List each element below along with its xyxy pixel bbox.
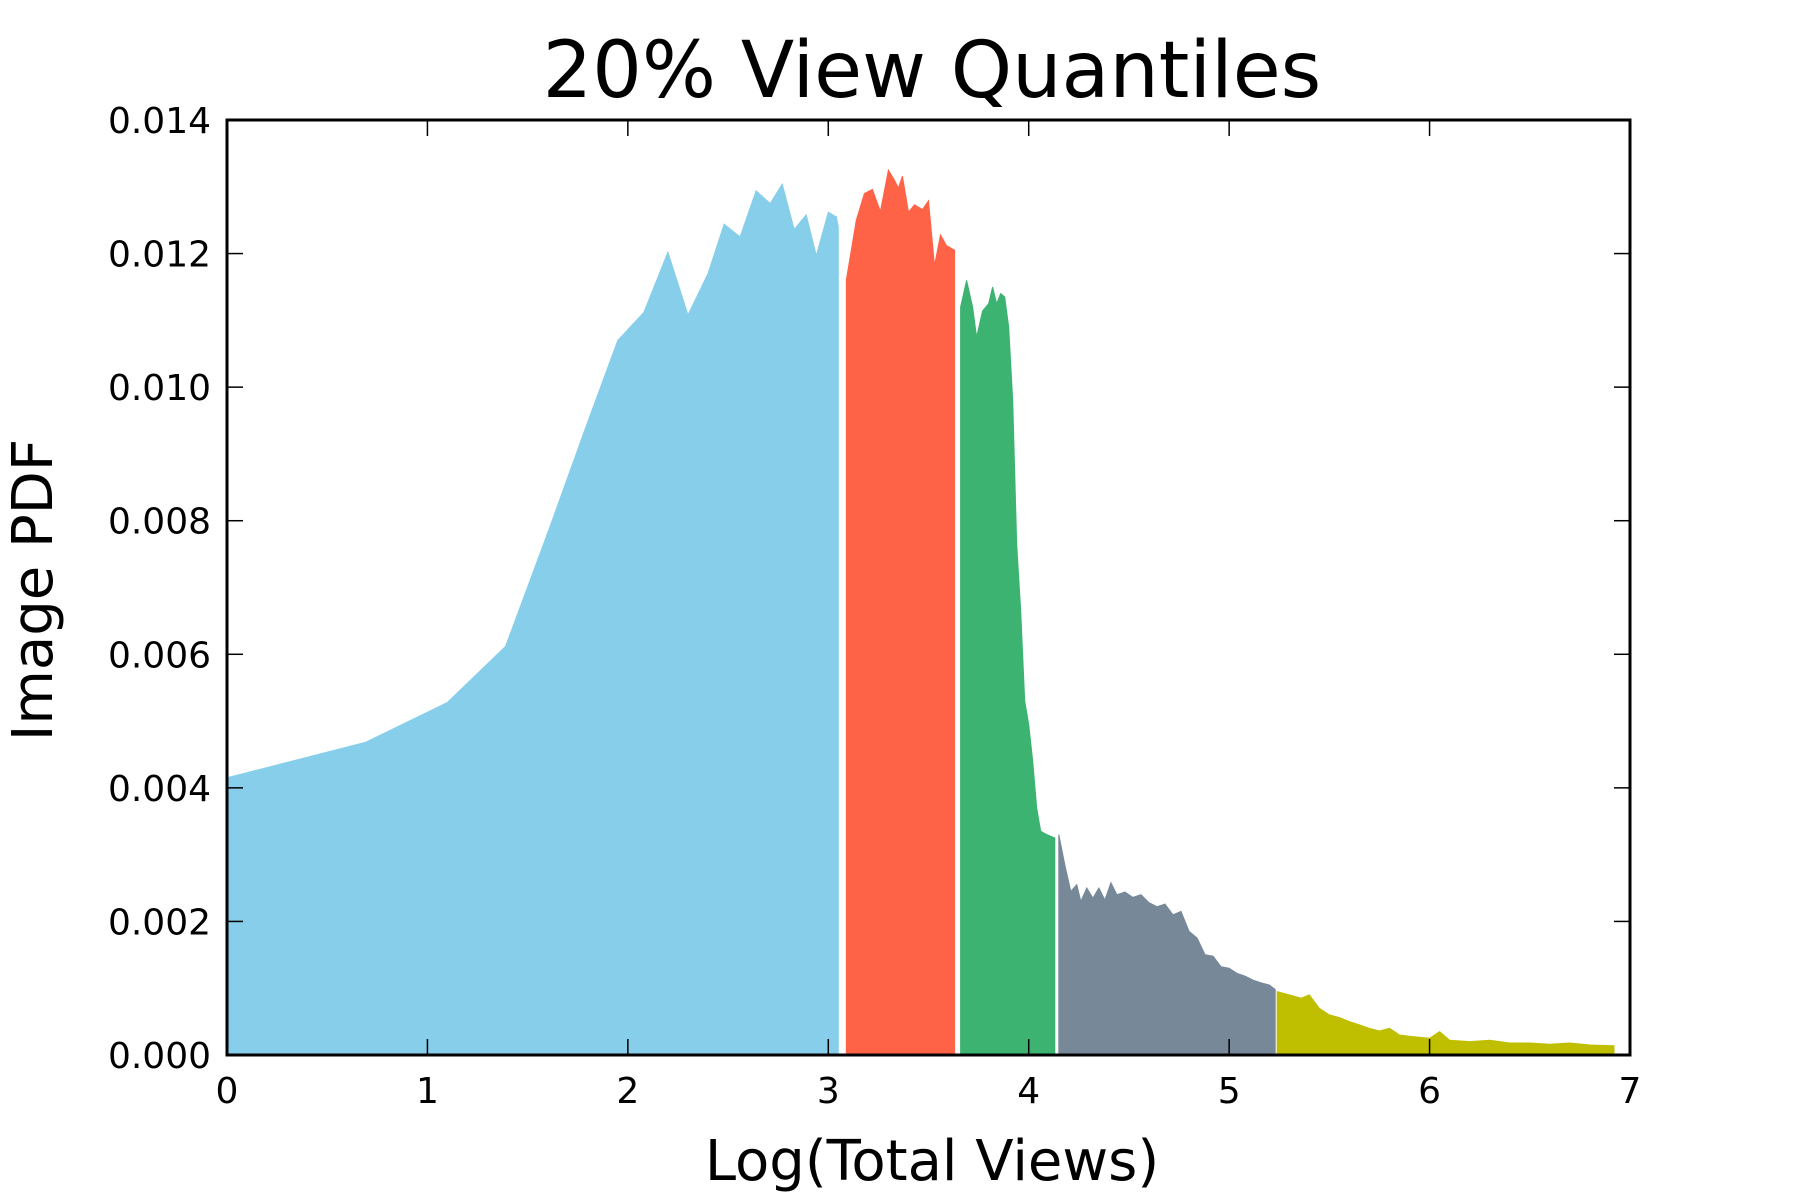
x-tick-label: 1	[416, 1071, 439, 1112]
area-quantile-5	[1276, 990, 1615, 1056]
area-series-group	[226, 168, 1615, 1056]
x-tick-label: 2	[616, 1071, 639, 1112]
plot-frame	[225, 118, 1632, 1057]
x-tick-label: 0	[216, 1071, 239, 1112]
x-tick-label: 3	[817, 1071, 840, 1112]
area-quantile-4	[1058, 834, 1276, 1056]
x-tick-label: 4	[1017, 1071, 1040, 1112]
area-quantile-1	[226, 182, 839, 1056]
y-tick-label: 0.000	[108, 1036, 211, 1077]
area-quantile-2	[845, 168, 956, 1056]
y-tick-label: 0.008	[108, 502, 211, 543]
x-axis-label: Log(Total Views)	[705, 1129, 1159, 1194]
area-quantile-3	[960, 280, 1056, 1056]
x-tick-label: 7	[1619, 1071, 1642, 1112]
y-tick-label: 0.012	[108, 235, 211, 276]
x-tick-label: 5	[1218, 1071, 1241, 1112]
y-tick-label: 0.004	[108, 769, 211, 810]
chart-title: 20% View Quantiles	[543, 26, 1322, 116]
y-tick-label: 0.010	[108, 368, 211, 409]
y-tick-label: 0.006	[108, 635, 211, 676]
y-axis-label: Image PDF	[1, 439, 66, 741]
x-tick-label: 6	[1418, 1071, 1441, 1112]
y-tick-label: 0.002	[108, 902, 211, 943]
ticks-group: 0 1 2 3 4 5 6 7 0.000 0.002 0.004 0.006 0.008 0.010 0.…	[108, 101, 1642, 1112]
y-tick-label: 0.014	[108, 101, 211, 142]
